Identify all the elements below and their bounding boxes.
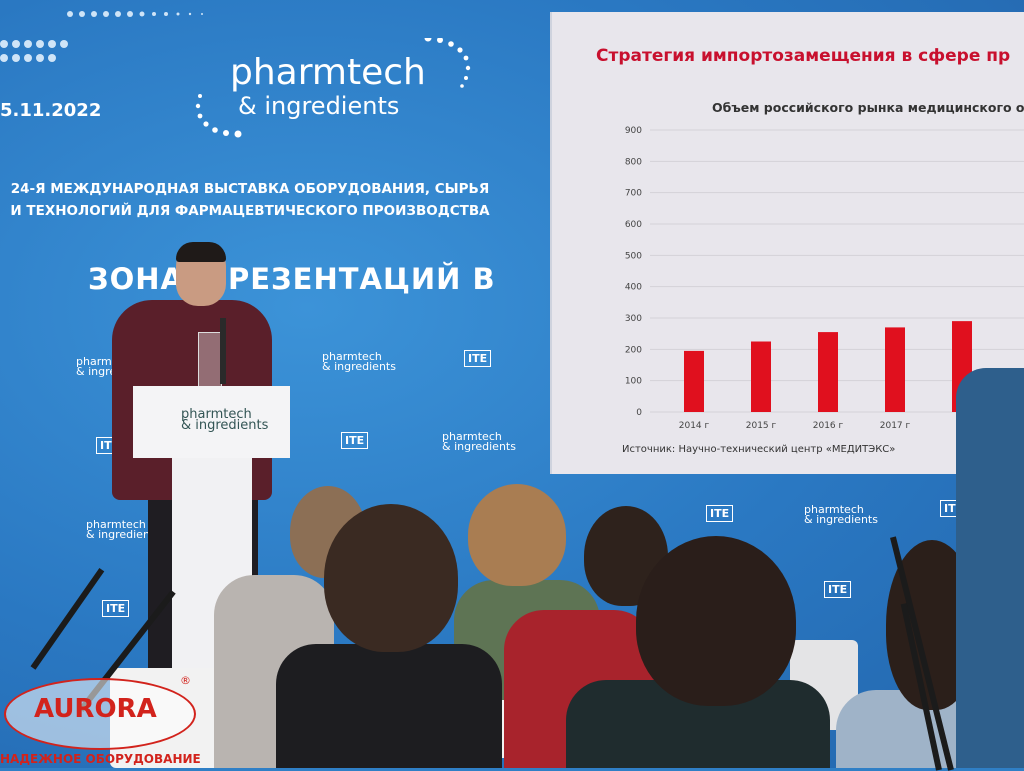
y-tick-label: 600 [625, 220, 642, 230]
ite-badge: ITE [824, 581, 852, 598]
microphone [220, 318, 226, 384]
y-tick-label: 400 [625, 283, 642, 293]
slide-title: Стратегия импортозамещения в сфере пр [596, 46, 1011, 66]
water-glass [198, 332, 222, 388]
speaker-hair [176, 242, 226, 262]
podium-top [133, 386, 290, 458]
ite-badge: ITE [464, 350, 492, 367]
exhibition-subtitle: 24-Я МЕЖДУНАРОДНАЯ ВЫСТАВКА ОБОРУДОВАНИЯ… [10, 178, 490, 222]
subtitle-line-2: И ТЕХНОЛОГИЙ ДЛЯ ФАРМАЦЕВТИЧЕСКОГО ПРОИЗ… [10, 203, 490, 219]
dot-pattern-graphic [0, 11, 203, 62]
slide-source: Источник: Научно-технический центр «МЕДИ… [622, 444, 896, 455]
y-tick-label: 100 [625, 377, 642, 387]
aurora-watermark-tagline: НАДЕЖНОЕ ОБОРУДОВАНИЕ [0, 752, 201, 766]
x-tick-label: 2014 г [679, 421, 710, 431]
chart-title: Объем российского рынка медицинского об [712, 100, 1024, 115]
y-tick-label: 500 [625, 251, 642, 261]
event-date: 5.11.2022 [0, 100, 102, 121]
y-tick-label: 200 [625, 345, 642, 355]
y-tick-label: 700 [625, 189, 642, 199]
standing-person-blue-shirt [956, 368, 1024, 768]
ite-badge: ITE [706, 505, 734, 522]
small-pharmtech-logo: pharmtech& ingredients [442, 430, 516, 453]
aurora-registered-mark: ® [180, 674, 191, 687]
podium-logo: pharmtech & ingredients [181, 407, 269, 433]
logo-dot-arc [195, 38, 471, 138]
presentation-zone-heading: ЗОНА РЕЗЕНТАЦИЙ В [88, 262, 496, 296]
projection-screen: Стратегия импортозамещения в сфере пр Об… [552, 12, 1024, 474]
bar [751, 341, 771, 412]
x-tick-label: 2016 г [813, 421, 844, 431]
logo-text-ingredients: & ingredients [238, 92, 400, 120]
ite-badge: ITE [341, 432, 369, 449]
x-tick-label: 2017 г [880, 421, 911, 431]
zone-heading-right: РЕЗЕНТАЦИЙ В [227, 262, 496, 296]
small-pharmtech-logo: pharmtech& ingredients [86, 518, 160, 541]
aurora-watermark-brand: AURORA [34, 694, 157, 724]
x-tick-label: 2015 г [746, 421, 777, 431]
aurora-watermark-oval [4, 678, 196, 750]
small-pharmtech-logo: pharmtech& ingredients [804, 503, 878, 526]
audience-head [636, 536, 796, 706]
audience-member-black-top [276, 644, 502, 768]
audience-head [468, 484, 566, 586]
pharmtech-logo: pharmtech & ingredients [190, 38, 480, 138]
bar [684, 350, 704, 412]
zone-heading-left: ЗОНА [88, 262, 184, 296]
y-tick-label: 0 [636, 408, 642, 418]
y-tick-label: 800 [625, 157, 642, 167]
bar [885, 327, 905, 412]
bar-chart: 0 100 200 300 400 500 600 700 800 900 2014 г 2015 г… [625, 126, 1024, 431]
subtitle-line-1: 24-Я МЕЖДУНАРОДНАЯ ВЫСТАВКА ОБОРУДОВАНИЯ… [10, 181, 490, 197]
y-tick-label: 900 [625, 126, 642, 136]
small-pharmtech-logo: pharmtech& ingredients [322, 350, 396, 373]
ite-badge: ITE [102, 600, 130, 617]
audience-head [324, 504, 458, 652]
logo-text-pharmtech: pharmtech [230, 52, 426, 93]
bar [818, 332, 838, 412]
y-tick-label: 300 [625, 314, 642, 324]
